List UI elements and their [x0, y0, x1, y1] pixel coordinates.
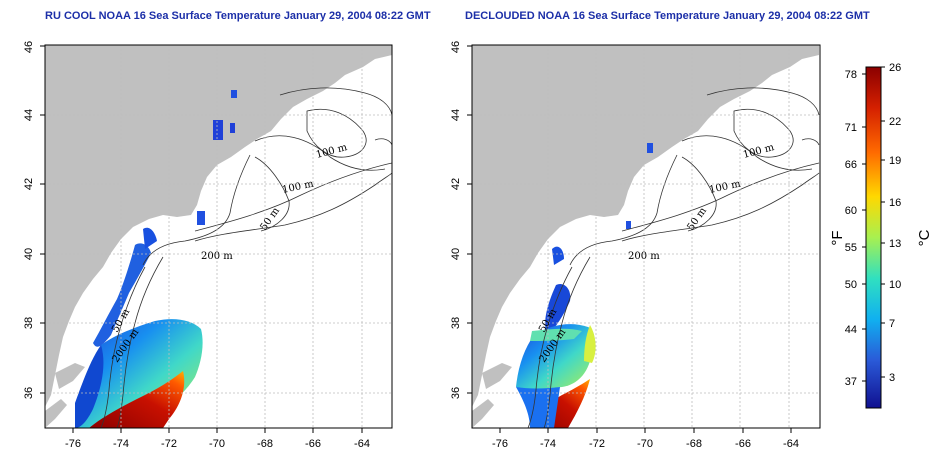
left-map-frame [44, 44, 393, 429]
lon-tick-label: -66 [305, 438, 321, 450]
celsius-tick: 19 [889, 155, 901, 167]
lon-tick-label: -66 [735, 438, 751, 450]
left-grid [45, 45, 392, 428]
celsius-tick: 10 [889, 279, 901, 291]
celsius-unit-label: °C [916, 229, 933, 246]
lat-tick-label: 36 [23, 387, 35, 399]
lon-tick-label: -64 [783, 438, 799, 450]
lon-tick-label: -72 [589, 438, 605, 450]
lon-tick-label: -68 [686, 438, 702, 450]
temperature-colorbar: 78 71 66 60 55 50 44 37 26 22 19 16 13 1… [829, 62, 933, 409]
fahrenheit-tick: 66 [845, 159, 857, 171]
lat-tick-label: 42 [450, 178, 462, 190]
right-map-frame [471, 44, 821, 429]
celsius-tick: 7 [889, 318, 895, 330]
lat-tick-label: 44 [450, 109, 462, 121]
lon-tick-label: -72 [161, 438, 177, 450]
lon-tick-label: -74 [540, 438, 556, 450]
contour-label: 200 m [201, 251, 233, 262]
lon-tick-label: -70 [637, 438, 653, 450]
lon-tick-label: -68 [257, 438, 273, 450]
celsius-tick: 3 [889, 372, 895, 384]
colorbar-gradient [865, 66, 882, 409]
lat-tick-label: 38 [450, 317, 462, 329]
fahrenheit-tick: 55 [845, 242, 857, 254]
lat-tick-label: 46 [23, 41, 35, 53]
celsius-tick: 13 [889, 238, 901, 250]
fahrenheit-tick: 50 [845, 279, 857, 291]
right-grid [472, 45, 820, 428]
sst-data-left [75, 90, 237, 428]
lon-tick-label: -70 [209, 438, 225, 450]
celsius-tick: 26 [889, 62, 901, 74]
fahrenheit-tick: 37 [845, 376, 857, 388]
right-map: 100 m 100 m 50 m 200 m 50 m 2000 m -76 -… [450, 41, 821, 450]
fahrenheit-tick: 78 [845, 69, 857, 81]
lon-tick-label: -76 [492, 438, 508, 450]
left-map: 100 m 100 m 50 m 200 m 50 m 2000 m -76 -… [23, 41, 393, 450]
right-map-title: DECLOUDED NOAA 16 Sea Surface Temperatur… [465, 10, 870, 22]
lat-tick-label: 40 [23, 248, 35, 260]
celsius-tick: 16 [889, 197, 901, 209]
fahrenheit-tick: 60 [845, 205, 857, 217]
fahrenheit-tick: 44 [845, 324, 857, 336]
lat-tick-label: 38 [23, 317, 35, 329]
lat-tick-label: 40 [450, 248, 462, 260]
fahrenheit-tick: 71 [845, 122, 857, 134]
lat-tick-label: 44 [23, 109, 35, 121]
contour-label: 200 m [628, 251, 660, 262]
fahrenheit-unit-label: °F [829, 230, 846, 245]
lat-tick-label: 42 [23, 178, 35, 190]
sst-data-right [516, 143, 653, 428]
celsius-tick: 22 [889, 116, 901, 128]
lon-tick-label: -76 [65, 438, 81, 450]
lat-tick-label: 46 [450, 41, 462, 53]
lon-tick-label: -74 [113, 438, 129, 450]
lon-tick-label: -64 [354, 438, 370, 450]
lat-tick-label: 36 [450, 387, 462, 399]
left-map-title: RU COOL NOAA 16 Sea Surface Temperature … [45, 10, 431, 22]
